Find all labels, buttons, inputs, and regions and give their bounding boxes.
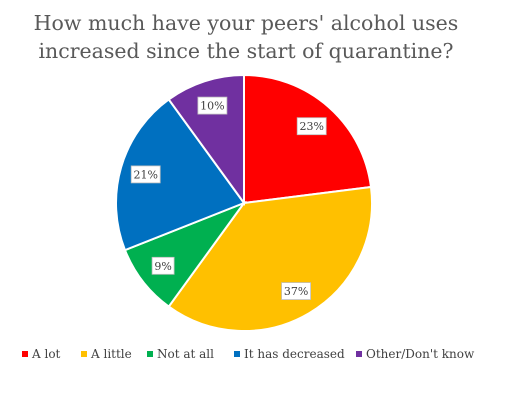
chart-title-line-2: increased since the start of quarantine?: [38, 39, 453, 63]
data-labels: 23% 37% 9% 21% 10%: [130, 96, 327, 301]
data-label-a-lot: 23%: [296, 117, 327, 136]
data-label-box: [281, 282, 312, 301]
legend-label: A lot: [31, 347, 61, 361]
legend: A lot A little Not at all It has decreased O…: [22, 347, 475, 361]
legend-label: It has decreased: [244, 347, 345, 361]
legend-label: A little: [90, 347, 132, 361]
data-label-box: [151, 256, 175, 275]
legend-label: Other/Don't know: [366, 347, 475, 361]
data-label-text: 37%: [284, 285, 308, 298]
data-label-text: 23%: [299, 120, 323, 133]
legend-label: Not at all: [157, 347, 214, 361]
data-label-it-has-decreased: 21%: [130, 165, 161, 184]
legend-item-it-has-decreased: It has decreased: [234, 347, 345, 361]
legend-item-other-don-t-know: Other/Don't know: [356, 347, 475, 361]
chart-title-line-1: How much have your peers' alcohol uses: [34, 11, 459, 35]
data-label-text: 9%: [154, 260, 171, 273]
data-label-text: 10%: [200, 100, 224, 113]
legend-swatch: [81, 351, 87, 357]
legend-item-not-at-all: Not at all: [147, 347, 214, 361]
pie-slice-a-lot: [243, 73, 373, 205]
pie-slice-a-little: [167, 185, 373, 332]
data-label-a-little: 37%: [281, 282, 312, 301]
legend-swatch: [147, 351, 153, 357]
legend-item-a-lot: A lot: [22, 347, 61, 361]
legend-swatch: [22, 351, 28, 357]
data-label-other-don-t-know: 10%: [197, 96, 228, 115]
legend-swatch: [356, 351, 362, 357]
legend-swatch: [234, 351, 240, 357]
pie-slice-it-has-decreased: [115, 98, 246, 252]
legend-item-a-little: A little: [81, 347, 132, 361]
data-label-box: [197, 96, 228, 115]
pie-slices: [115, 73, 373, 332]
data-label-box: [130, 165, 161, 184]
data-label-box: [296, 117, 327, 136]
data-label-text: 21%: [133, 168, 157, 181]
data-label-not-at-all: 9%: [151, 256, 175, 275]
